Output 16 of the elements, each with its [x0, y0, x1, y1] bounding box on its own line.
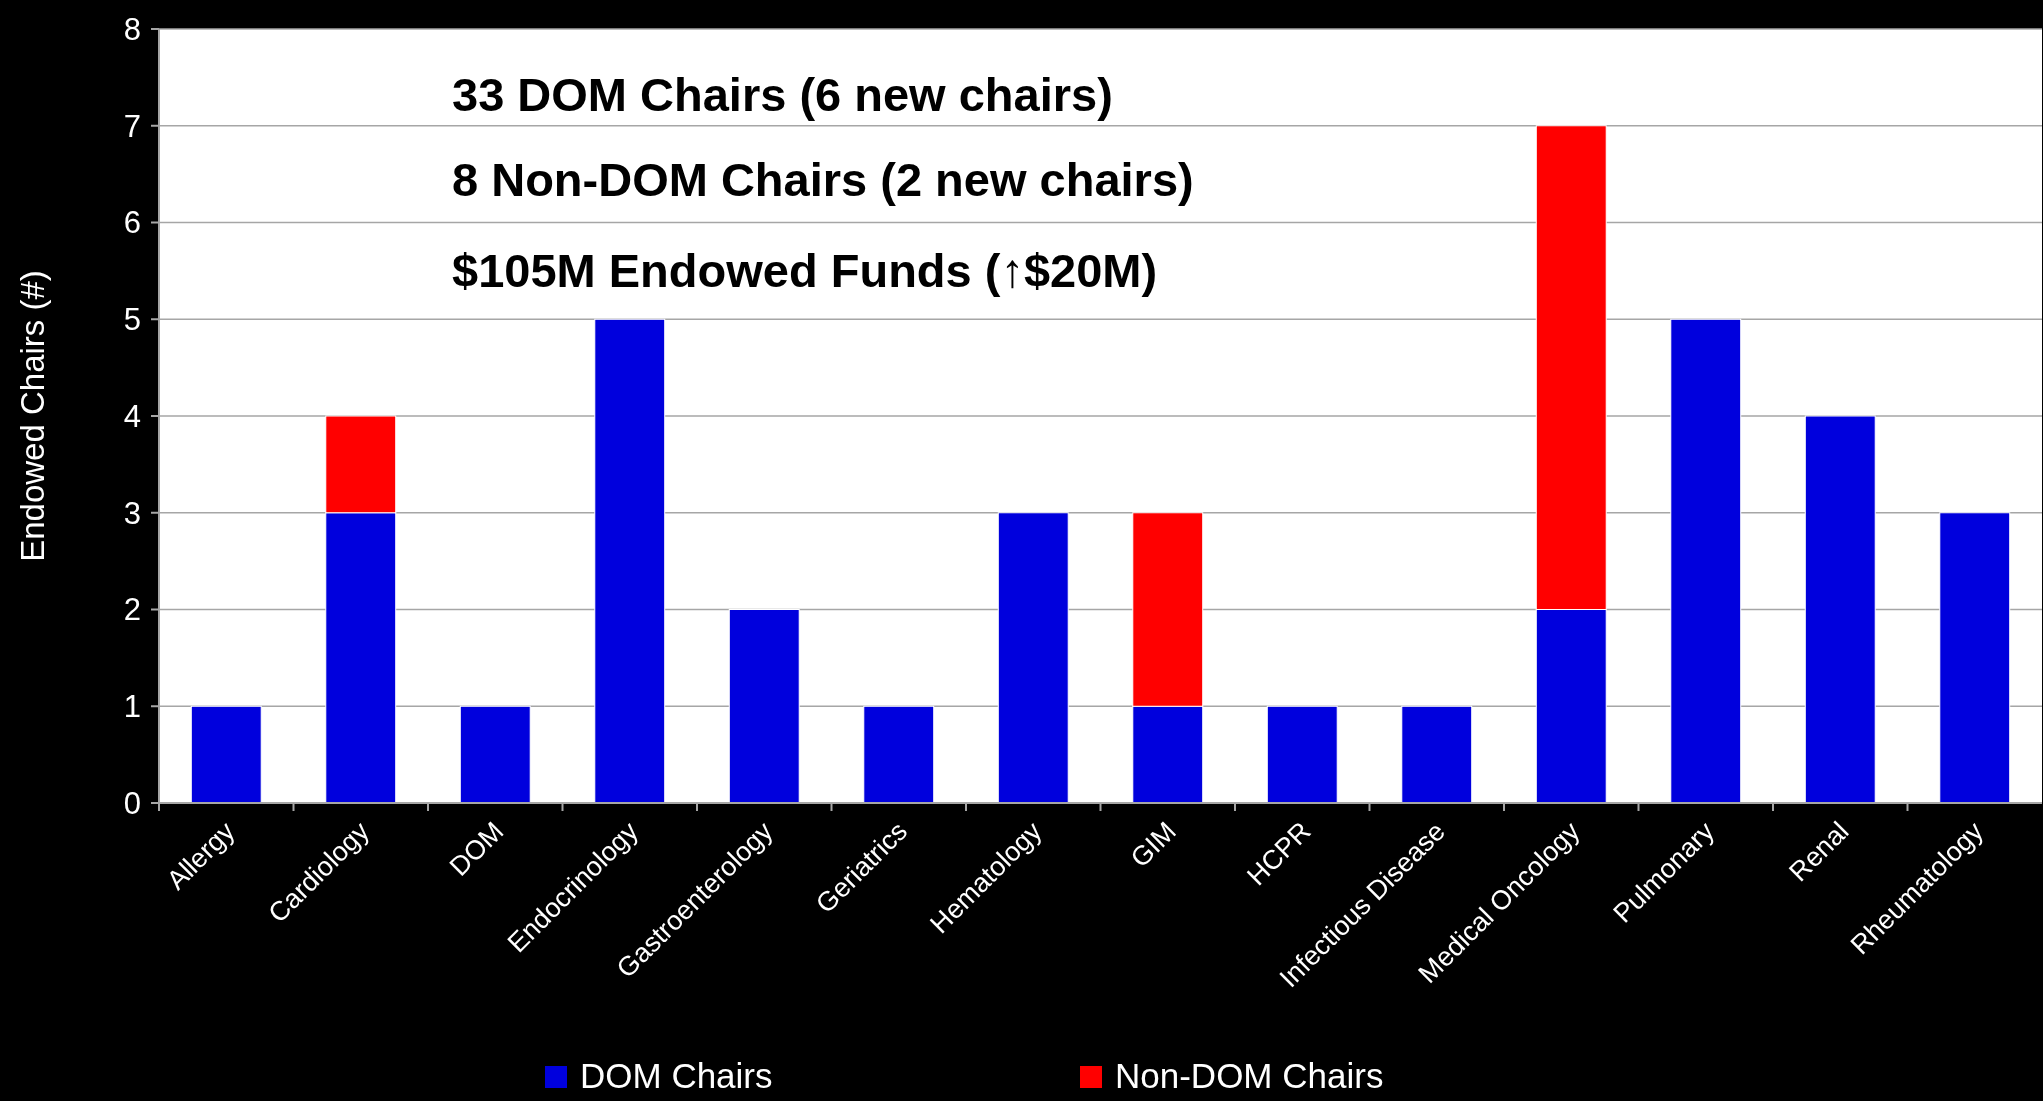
legend-label: DOM Chairs	[580, 1056, 773, 1095]
y-tick-label: 0	[123, 785, 141, 821]
y-tick-label: 4	[123, 398, 141, 434]
annotation: 33 DOM Chairs (6 new chairs)	[452, 68, 1113, 121]
annotation: $105M Endowed Funds (↑$20M)	[452, 244, 1158, 297]
x-tick-label: GIM	[1124, 816, 1182, 874]
legend-label: Non-DOM Chairs	[1115, 1056, 1384, 1095]
y-tick-label: 2	[123, 592, 141, 628]
y-tick-label: 7	[123, 108, 141, 144]
y-tick-label: 5	[123, 302, 141, 338]
y-tick-label: 6	[123, 205, 141, 241]
annotation: 8 Non-DOM Chairs (2 new chairs)	[452, 153, 1194, 206]
y-tick-label: 3	[123, 495, 141, 531]
y-tick-label: 8	[123, 11, 141, 47]
y-tick-label: 1	[123, 689, 141, 725]
y-axis-title: Endowed Chairs (#)	[14, 270, 51, 562]
